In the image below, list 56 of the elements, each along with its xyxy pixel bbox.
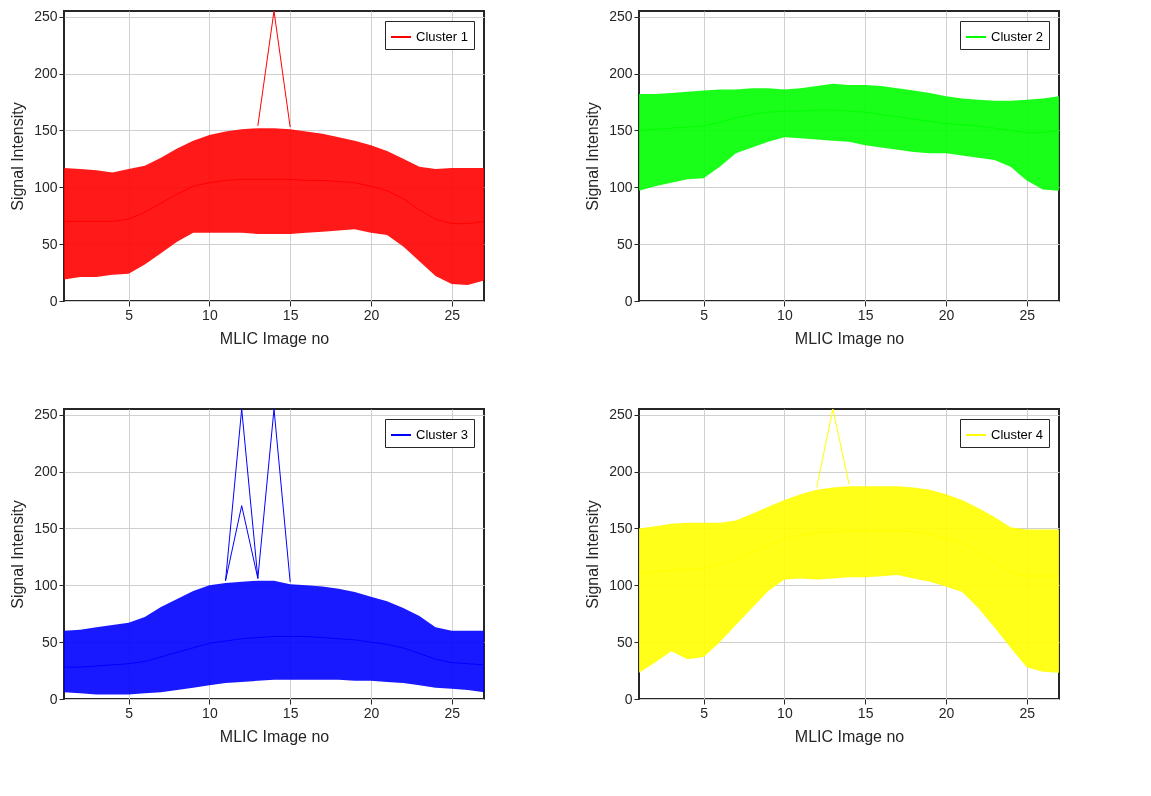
- y-tick-label: 0: [49, 292, 58, 309]
- x-tick-label: 15: [857, 704, 874, 721]
- x-tick-label: 10: [202, 704, 218, 721]
- x-tick-label: 5: [125, 306, 134, 323]
- x-tick-label: 5: [125, 704, 134, 721]
- y-axis-title: Signal Intensity: [9, 500, 27, 609]
- x-tick-label: 25: [444, 704, 461, 721]
- y-axis-title: Signal Intensity: [584, 500, 602, 609]
- x-tick-label: 15: [282, 306, 299, 323]
- x-tick-label: 20: [938, 704, 955, 721]
- x-tick-label: 20: [938, 306, 955, 323]
- y-tick-label: 150: [609, 519, 633, 536]
- x-tick-label: 15: [857, 306, 874, 323]
- x-tick-label: 10: [202, 306, 218, 323]
- x-tick-label: 25: [1019, 306, 1036, 323]
- x-tick-label: 15: [282, 704, 299, 721]
- y-tick-label: 250: [609, 406, 633, 423]
- x-tick-label: 20: [363, 306, 380, 323]
- y-tick-label: 200: [609, 463, 633, 480]
- x-axis-title: MLIC Image no: [794, 727, 905, 745]
- y-tick-label: 50: [616, 633, 633, 650]
- y-tick-label: 250: [34, 8, 58, 25]
- legend-label: Cluster 1: [416, 29, 469, 44]
- x-tick-label: 25: [444, 306, 461, 323]
- x-tick-label: 25: [1019, 704, 1036, 721]
- x-tick-label: 10: [777, 306, 793, 323]
- x-tick-label: 10: [777, 704, 793, 721]
- x-tick-label: 20: [363, 704, 380, 721]
- y-tick-label: 100: [34, 178, 58, 195]
- y-tick-label: 100: [34, 576, 58, 593]
- y-axis-title: Signal Intensity: [9, 102, 27, 211]
- y-tick-label: 250: [609, 8, 633, 25]
- y-tick-label: 50: [616, 235, 633, 252]
- y-tick-label: 50: [41, 633, 58, 650]
- legend-label: Cluster 2: [991, 29, 1044, 44]
- y-tick-label: 250: [34, 406, 58, 423]
- x-tick-label: 5: [700, 704, 709, 721]
- y-tick-label: 200: [609, 65, 633, 82]
- y-tick-label: 200: [34, 463, 58, 480]
- x-axis-title: MLIC Image no: [219, 727, 330, 745]
- legend-label: Cluster 4: [991, 427, 1044, 442]
- y-tick-label: 150: [34, 519, 58, 536]
- y-tick-label: 100: [609, 576, 633, 593]
- x-axis-title: MLIC Image no: [794, 329, 905, 347]
- x-axis-title: MLIC Image no: [219, 329, 330, 347]
- y-tick-label: 0: [624, 292, 633, 309]
- y-tick-label: 150: [34, 121, 58, 138]
- y-tick-label: 0: [624, 690, 633, 707]
- y-tick-label: 200: [34, 65, 58, 82]
- legend-label: Cluster 3: [416, 427, 469, 442]
- y-tick-label: 50: [41, 235, 58, 252]
- x-tick-label: 5: [700, 306, 709, 323]
- y-tick-label: 100: [609, 178, 633, 195]
- y-tick-label: 150: [609, 121, 633, 138]
- y-tick-label: 0: [49, 690, 58, 707]
- y-axis-title: Signal Intensity: [584, 102, 602, 211]
